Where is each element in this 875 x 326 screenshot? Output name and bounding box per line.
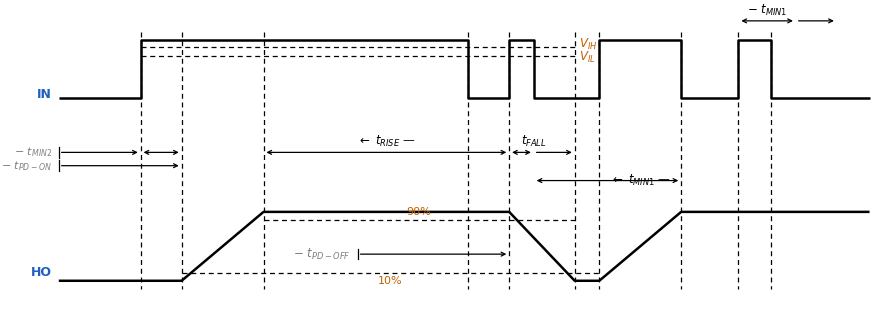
Text: 90%: 90% [407,207,431,216]
Text: $\leftarrow\ t_{MIN1}\ —$: $\leftarrow\ t_{MIN1}\ —$ [610,173,671,188]
Text: $-\ t_{PD-ON}$: $-\ t_{PD-ON}$ [1,159,52,172]
Text: $V_{IL}$: $V_{IL}$ [578,50,595,65]
Text: $-\ t_{MIN2}$: $-\ t_{MIN2}$ [14,145,52,159]
Text: $V_{IH}$: $V_{IH}$ [578,37,598,52]
Text: HO: HO [31,266,52,279]
Text: $-\ t_{MIN1}\ $: $-\ t_{MIN1}\ $ [747,3,788,18]
Text: $\leftarrow\ t_{RISE}\ —$: $\leftarrow\ t_{RISE}\ —$ [357,134,416,149]
Text: 10%: 10% [378,276,402,286]
Text: IN: IN [38,88,52,101]
Text: $-\ t_{PD-OFF}$: $-\ t_{PD-OFF}$ [293,246,351,262]
Text: $t_{FALL}$: $t_{FALL}$ [522,134,547,149]
